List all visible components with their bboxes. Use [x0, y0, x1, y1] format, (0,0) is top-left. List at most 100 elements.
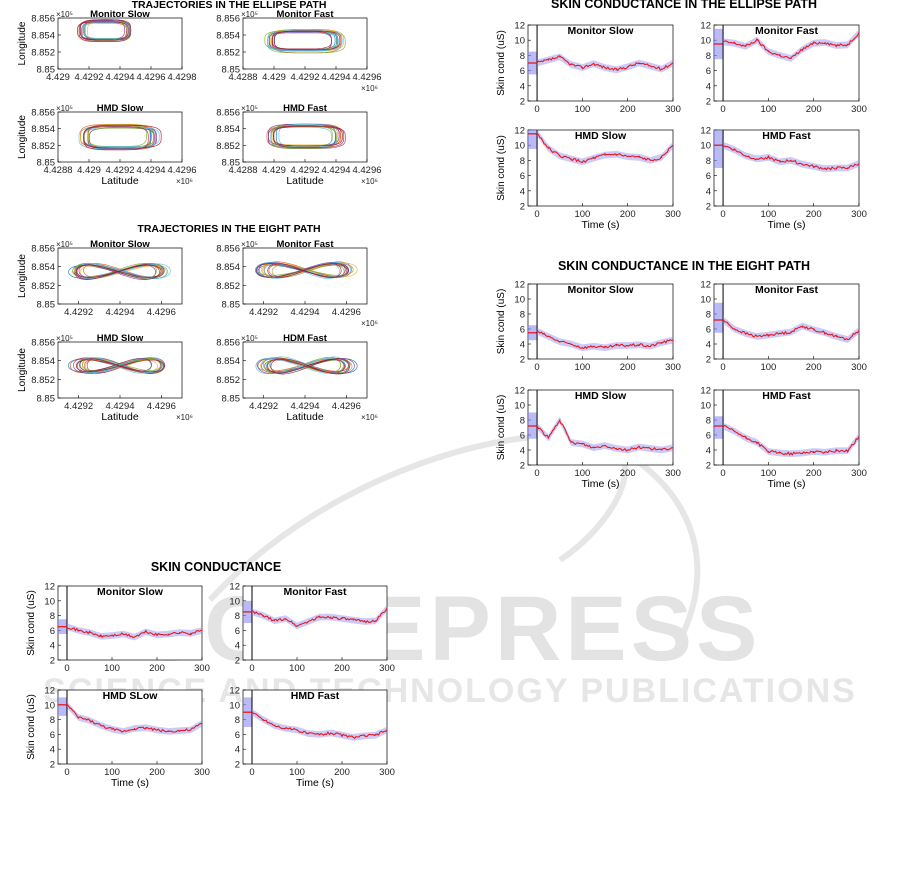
- x-tick-label: 0: [720, 104, 725, 115]
- x-tick-label: 4.4296: [332, 307, 361, 318]
- panel-subtitle: Monitor Fast: [277, 9, 335, 20]
- data-point: [318, 733, 321, 736]
- plot-area: [57, 341, 183, 399]
- x-tick-label: 0: [534, 209, 539, 220]
- y-tick-label: 8.856: [31, 244, 55, 255]
- data-point: [661, 68, 663, 70]
- data-point: [341, 617, 343, 620]
- data-point: [581, 161, 583, 163]
- trajectory-line: [75, 263, 171, 279]
- trajectory-line: [79, 19, 132, 41]
- y-tick-label: 8.856: [216, 14, 240, 25]
- data-point: [536, 62, 538, 64]
- data-point: [593, 447, 595, 449]
- plot-area: [57, 689, 203, 765]
- trajectory-line: [273, 126, 343, 147]
- y-tick-label: 8.852: [216, 281, 240, 292]
- y-tick-label: 8.852: [31, 375, 55, 386]
- y-tick-label: 2: [706, 202, 711, 213]
- y-tick-label: 6: [520, 66, 525, 77]
- data-point: [307, 620, 309, 623]
- data-point: [627, 344, 629, 347]
- panel: Monitor Fast 2 4 6 8 10 12 0 100 200 300: [700, 280, 867, 374]
- data-point: [559, 341, 561, 343]
- y-tick-label: 6: [706, 171, 711, 182]
- x-tick-label: 100: [760, 362, 776, 373]
- x-tick-label: 4.4288: [228, 72, 257, 83]
- y-tick-label: 8.854: [31, 262, 55, 273]
- y-tick-label: 10: [700, 141, 711, 152]
- y-tick-label: 4: [706, 81, 711, 92]
- y-tick-label: 8: [706, 310, 711, 321]
- y-tick-label: 8.854: [216, 262, 240, 273]
- panel: HMD Slow 8.85 8.852 8.854 8.856 4.4292 4.4294 4…: [17, 333, 193, 423]
- data-point: [790, 159, 792, 161]
- data-point: [318, 616, 321, 618]
- data-point: [386, 729, 388, 731]
- y-tick-label: 4: [520, 81, 525, 92]
- x-tick-label: 100: [574, 362, 590, 373]
- data-point: [813, 450, 815, 453]
- data-point: [570, 441, 572, 444]
- y-tick-label: 8: [50, 611, 55, 622]
- trajectory-line: [88, 123, 154, 149]
- x-tick-label: 300: [379, 767, 395, 778]
- panel: HDM Fast 8.85 8.852 8.854 8.856 4.4292 4.4294 4…: [216, 333, 378, 423]
- panel: HMD Fast 2 4 6 8 10 12 0 100 200 300 Time (s): [229, 686, 395, 790]
- data-point: [756, 335, 758, 338]
- y-tick-label: 10: [514, 295, 525, 306]
- data-point: [100, 724, 102, 727]
- y-tick-label: 8.85: [37, 300, 56, 311]
- data-point: [386, 607, 388, 609]
- data-point: [352, 736, 354, 738]
- data-point: [285, 617, 287, 620]
- panel-subtitle: Monitor Fast: [277, 239, 335, 250]
- data-point: [307, 733, 309, 735]
- data-point: [111, 634, 113, 637]
- y-exponent: ×10⁵: [56, 104, 73, 113]
- y-tick-label: 12: [700, 21, 711, 32]
- data-point: [627, 156, 629, 158]
- y-tick-label: 10: [514, 141, 525, 152]
- x-tick-label: 100: [760, 104, 776, 115]
- y-exponent: ×10⁵: [241, 240, 258, 249]
- x-exponent: ×10⁶: [176, 413, 193, 422]
- y-tick-label: 12: [700, 386, 711, 397]
- panel-subtitle: Monitor Slow: [90, 239, 150, 250]
- y-tick-label: 8: [520, 156, 525, 167]
- data-point: [627, 66, 629, 68]
- x-tick-label: 4.4296: [352, 165, 381, 176]
- data-point: [262, 719, 264, 721]
- baseline-band: [714, 416, 724, 439]
- plot-area: [713, 129, 860, 207]
- x-tick-label: 300: [194, 663, 210, 674]
- trajectory-line: [264, 263, 340, 279]
- data-point: [767, 334, 769, 336]
- x-tick-label: 4.4296: [352, 72, 381, 83]
- trajectory-line: [255, 358, 344, 375]
- data-point: [145, 727, 147, 729]
- data-point: [604, 444, 606, 447]
- baseline-band: [58, 697, 67, 716]
- data-point: [581, 66, 583, 69]
- y-axis-label: Longitude: [17, 21, 28, 65]
- y-tick-label: 8.852: [216, 48, 240, 59]
- y-tick-label: 8.85: [222, 65, 241, 76]
- y-tick-label: 8.85: [222, 394, 241, 405]
- x-tick-label: 4.429: [262, 72, 286, 83]
- y-tick-label: 8.856: [31, 14, 55, 25]
- data-point: [672, 144, 674, 146]
- y-tick-label: 8.854: [216, 31, 240, 42]
- x-tick-label: 4.4298: [167, 72, 196, 83]
- trajectory-line: [270, 126, 332, 148]
- y-tick-label: 8: [520, 51, 525, 62]
- x-tick-label: 4.4294: [105, 401, 134, 412]
- x-axis-label: Time (s): [767, 219, 805, 231]
- trajectory-line: [87, 124, 147, 147]
- x-tick-label: 300: [665, 362, 681, 373]
- data-point: [847, 450, 849, 452]
- data-point: [581, 443, 583, 445]
- y-tick-label: 10: [514, 401, 525, 412]
- panel: HMD Slow 8.85 8.852 8.854 8.856 4.4288 4.429 4.…: [17, 103, 197, 187]
- y-tick-label: 8.856: [31, 108, 55, 119]
